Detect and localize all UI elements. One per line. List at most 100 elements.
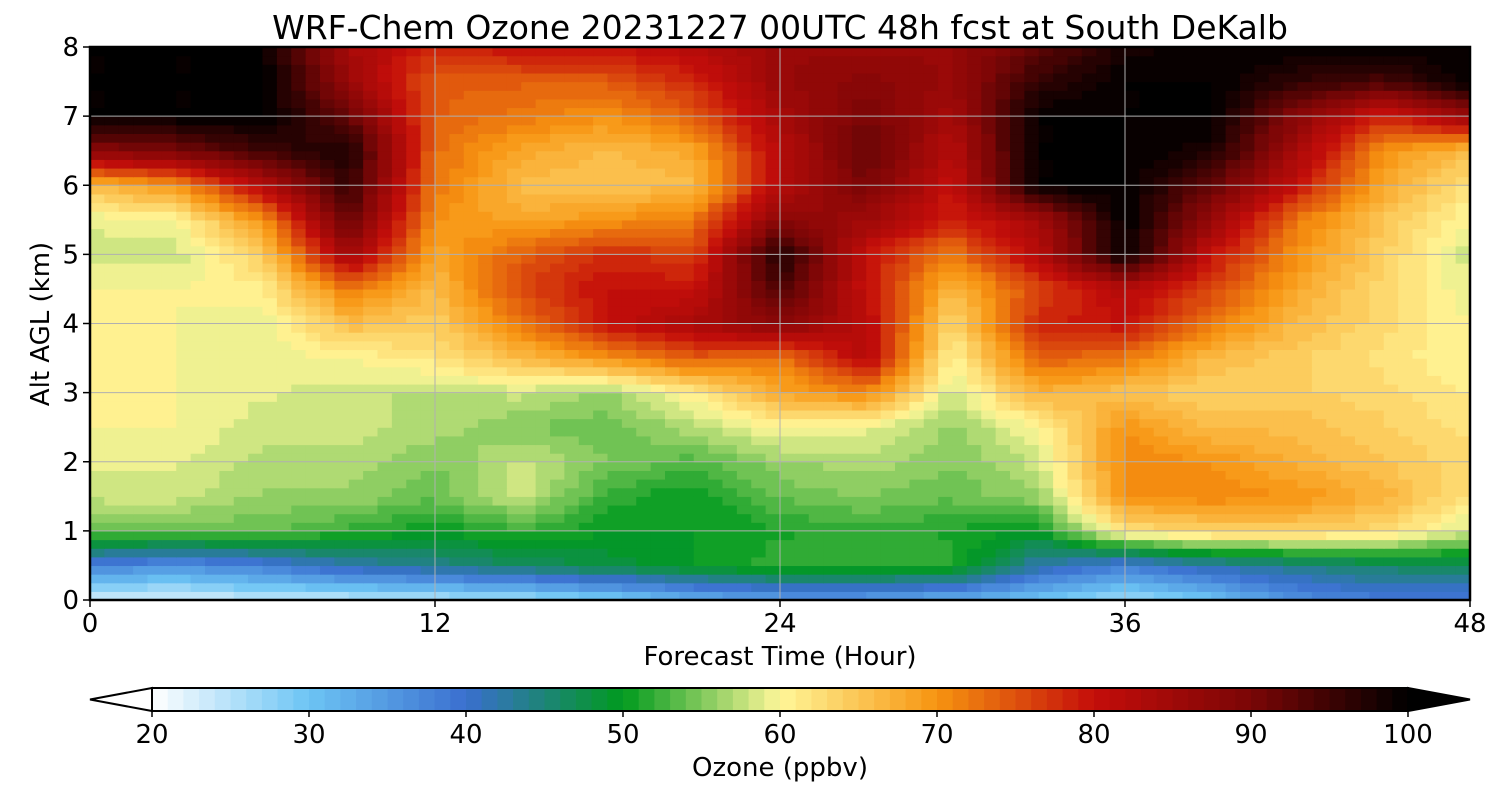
heatmap-cell [1225, 392, 1241, 402]
heatmap-cell [1024, 574, 1040, 584]
heatmap-cell [1067, 280, 1083, 290]
heatmap-cell [895, 340, 910, 351]
heatmap-cell [276, 349, 292, 359]
heatmap-cell [435, 418, 450, 428]
heatmap-cell [923, 548, 939, 558]
heatmap-cell [564, 211, 580, 221]
heatmap-cell [550, 556, 565, 567]
heatmap-cell [176, 574, 192, 584]
heatmap-cell [1153, 358, 1169, 368]
heatmap-cell [794, 228, 810, 238]
heatmap-cell [1455, 306, 1470, 316]
heatmap-cell [1326, 159, 1342, 169]
heatmap-cell [1326, 332, 1342, 342]
heatmap-cell [1053, 254, 1069, 264]
heatmap-cell [506, 556, 522, 567]
heatmap-cell [161, 167, 177, 178]
heatmap-cell [1355, 444, 1370, 454]
heatmap-cell [780, 349, 795, 359]
heatmap-cell [1125, 574, 1140, 584]
heatmap-cell [363, 504, 379, 515]
heatmap-cell [219, 383, 235, 394]
heatmap-cell [550, 418, 565, 428]
heatmap-cell [650, 237, 666, 247]
heatmap-cell [161, 504, 177, 515]
heatmap-cell [607, 487, 623, 497]
heatmap-cell [736, 150, 752, 160]
heatmap-cell [1268, 548, 1284, 558]
heatmap-cell [1369, 461, 1385, 471]
heatmap-cell [880, 496, 896, 506]
heatmap-cell [1240, 401, 1255, 411]
heatmap-cell [406, 358, 422, 368]
heatmap-cell [823, 340, 839, 351]
heatmap-cell [1311, 288, 1327, 299]
heatmap-cell [1441, 288, 1457, 299]
heatmap-cell [593, 332, 609, 342]
heatmap-cell [391, 444, 407, 454]
heatmap-cell [276, 530, 292, 541]
heatmap-cell [1225, 159, 1241, 169]
heatmap-cell [262, 582, 278, 592]
heatmap-cell [1254, 409, 1270, 420]
heatmap-cell [952, 444, 968, 454]
heatmap-cell [981, 297, 997, 307]
heatmap-cell [593, 297, 609, 307]
heatmap-cell [1125, 522, 1140, 532]
heatmap-cell [1311, 280, 1327, 290]
heatmap-cell [535, 349, 551, 359]
heatmap-cell [1283, 470, 1299, 480]
heatmap-cell [1369, 582, 1385, 592]
heatmap-cell [650, 271, 666, 281]
heatmap-cell [391, 522, 407, 532]
heatmap-cell [1225, 522, 1241, 532]
heatmap-cell [837, 418, 853, 428]
heatmap-cell [880, 470, 896, 480]
heatmap-cell [1369, 504, 1385, 515]
heatmap-cell [636, 574, 652, 584]
heatmap-cell [650, 202, 666, 212]
heatmap-cell [506, 401, 522, 411]
heatmap-cell [1196, 401, 1212, 411]
heatmap-cell [363, 254, 379, 264]
heatmap-cell [90, 358, 105, 368]
heatmap-cell [1081, 323, 1097, 333]
heatmap-cell [780, 427, 795, 437]
heatmap-cell [1455, 383, 1470, 394]
heatmap-cell [880, 314, 896, 325]
heatmap-cell [305, 193, 321, 204]
heatmap-cell [665, 522, 680, 532]
heatmap-cell [492, 582, 508, 592]
heatmap-cell [851, 306, 867, 316]
heatmap-cell [866, 522, 882, 532]
heatmap-cell [1010, 427, 1025, 437]
heatmap-cell [1340, 150, 1356, 160]
heatmap-cell [147, 237, 163, 247]
heatmap-cell [1326, 150, 1342, 160]
heatmap-cell [449, 427, 465, 437]
heatmap-cell [1096, 263, 1112, 273]
heatmap-cell [521, 427, 537, 437]
heatmap-cell [650, 513, 666, 523]
heatmap-cell [334, 375, 350, 385]
heatmap-cell [1355, 185, 1370, 195]
heatmap-cell [377, 427, 393, 437]
heatmap-cell [995, 539, 1011, 549]
heatmap-cell [765, 375, 781, 385]
heatmap-cell [190, 418, 206, 428]
heatmap-cell [823, 193, 839, 204]
heatmap-cell [1024, 565, 1040, 575]
heatmap-cell [1225, 453, 1241, 463]
heatmap-cell [564, 591, 580, 600]
heatmap-cell [1225, 176, 1241, 186]
heatmap-cell [478, 245, 494, 255]
heatmap-cell [377, 444, 393, 454]
heatmap-cell [1412, 487, 1428, 497]
heatmap-cell [895, 202, 910, 212]
heatmap-cell [722, 401, 738, 411]
heatmap-cell [708, 288, 724, 299]
heatmap-cell [1383, 167, 1399, 178]
heatmap-cell [736, 522, 752, 532]
heatmap-cell [693, 453, 709, 463]
heatmap-cell [1383, 513, 1399, 523]
